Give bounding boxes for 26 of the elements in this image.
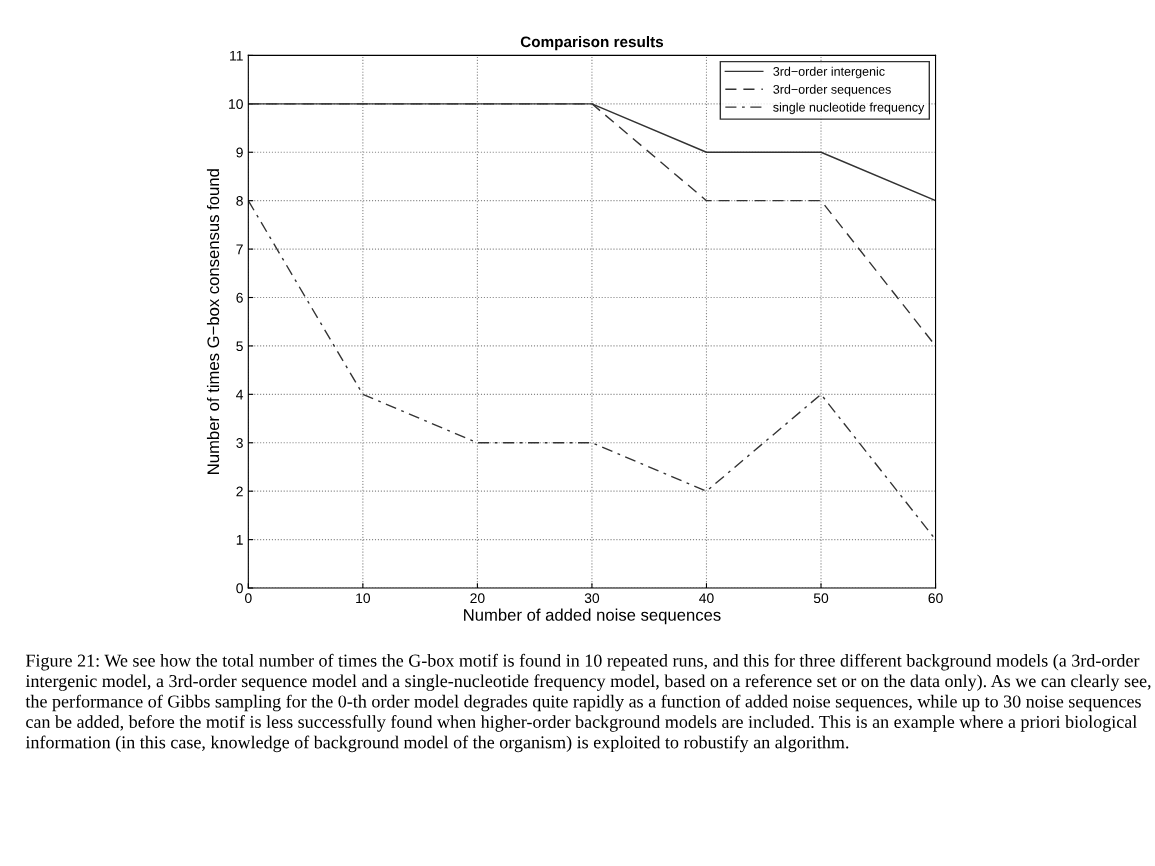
- y-tick-label: 7: [236, 244, 243, 255]
- y-tick-label: 4: [236, 389, 244, 400]
- x-tick-label: 0: [245, 593, 252, 604]
- y-tick-label: 8: [236, 196, 243, 206]
- y-tick-label: 3: [236, 438, 243, 448]
- x-tick-label: 20: [470, 593, 485, 604]
- y-tick-label: 6: [236, 292, 243, 303]
- caption: Figure 21: We see how the total number of times the G-box motif is found in 10 repeated runs, and this for three different background models (a 3rd-order intergenic model, a 3rd-order sequence model and a single-nucleotide frequency model, based on a reference set or on the data only). As we can clearly see, the performance of Gibbs sampling for the 0-th order model degrades quite rapidly as a function of added noise sequences, while up to 30 noise sequences can be added, before the motif is less successfully found when higher-order background models are included. This is an example where a priori biological information (in this case, knowledge of background model of the organism) is exploited to robustify an algorithm.: [25, 653, 1151, 753]
- x-tick-label: 30: [584, 593, 600, 604]
- chart-title: Comparison results: [520, 36, 664, 51]
- x-tick-label: 40: [699, 593, 714, 604]
- y-tick-label: 11: [230, 50, 243, 61]
- y-axis-title: Number of times G−box consensus found: [206, 169, 220, 474]
- y-tick-label: 5: [236, 341, 243, 352]
- x-tick-label: 10: [356, 593, 371, 604]
- legend-label: single nucleotide frequency: [773, 102, 925, 115]
- y-tick-label: 10: [229, 99, 243, 110]
- legend-label: 3rd−order sequences: [773, 84, 891, 97]
- y-tick-label: 2: [236, 486, 243, 497]
- x-axis-title: Number of added noise sequences: [464, 608, 721, 625]
- legend-label: 3rd−order intergenic: [773, 66, 885, 79]
- x-tick-label: 50: [813, 593, 829, 604]
- x-tick-label: 60: [928, 593, 943, 604]
- y-tick-label: 1: [236, 535, 243, 545]
- y-tick-label: 0: [236, 583, 243, 594]
- y-tick-label: 9: [236, 147, 243, 158]
